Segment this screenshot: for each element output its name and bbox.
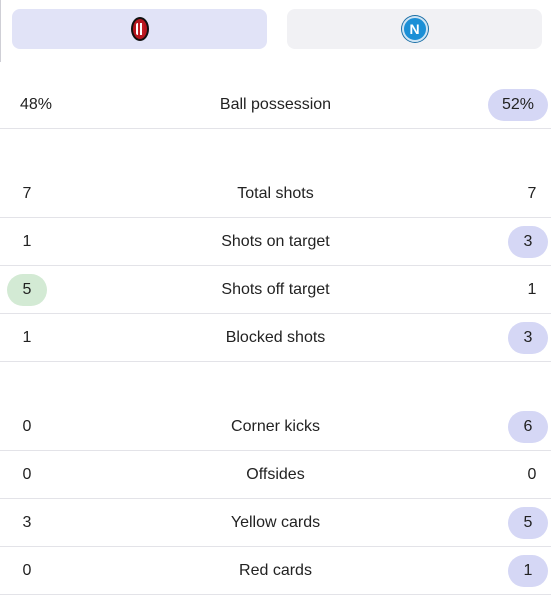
home-value: 7 bbox=[22, 184, 32, 202]
section-spacer bbox=[0, 129, 551, 170]
home-value-wrap: 5 bbox=[7, 273, 47, 306]
stat-label: Corner kicks bbox=[231, 417, 320, 435]
stat-row-red-cards: 0 Red cards 1 bbox=[0, 547, 551, 595]
stats-table: 48% Ball possession 52% 7 Total shots 7 … bbox=[0, 81, 551, 595]
napoli-crest-icon: N bbox=[401, 16, 428, 42]
stat-row-yellow-cards: 3 Yellow cards 5 bbox=[0, 499, 551, 547]
away-value-wrap: 52% bbox=[488, 88, 548, 121]
away-value: 1 bbox=[527, 280, 537, 298]
away-value-highlight: 3 bbox=[508, 225, 548, 258]
stat-row-ball-possession: 48% Ball possession 52% bbox=[0, 81, 551, 129]
stat-label: Shots off target bbox=[221, 280, 330, 298]
away-value-wrap: 6 bbox=[508, 410, 548, 443]
left-edge-divider bbox=[0, 0, 1, 62]
ac-milan-crest-icon bbox=[130, 17, 149, 41]
away-value-highlight: 3 bbox=[508, 321, 548, 354]
away-value-highlight: 5 bbox=[508, 506, 548, 539]
team-tabs: N bbox=[12, 9, 542, 49]
home-value: 0 bbox=[22, 465, 32, 483]
stat-row-shots-off-target: 5 Shots off target 1 bbox=[0, 266, 551, 314]
away-value-wrap: 1 bbox=[508, 554, 548, 587]
stat-row-total-shots: 7 Total shots 7 bbox=[0, 170, 551, 218]
stat-row-shots-on-target: 1 Shots on target 3 bbox=[0, 218, 551, 266]
tab-away-team[interactable]: N bbox=[287, 9, 542, 49]
stat-row-corner-kicks: 0 Corner kicks 6 bbox=[0, 403, 551, 451]
home-value-highlight: 5 bbox=[7, 273, 47, 306]
home-value: 1 bbox=[22, 328, 32, 346]
away-value: 7 bbox=[527, 184, 537, 202]
stat-label: Offsides bbox=[246, 465, 305, 483]
stat-label: Ball possession bbox=[219, 95, 332, 113]
away-value-wrap: 3 bbox=[508, 225, 548, 258]
home-value: 0 bbox=[22, 417, 32, 435]
stat-label: Total shots bbox=[237, 184, 314, 202]
home-value: 48% bbox=[20, 95, 53, 113]
away-value-highlight: 6 bbox=[508, 410, 548, 443]
away-value-highlight: 1 bbox=[508, 554, 548, 587]
home-value: 3 bbox=[22, 513, 32, 531]
away-value: 0 bbox=[527, 465, 537, 483]
stat-label: Shots on target bbox=[221, 232, 330, 250]
section-spacer bbox=[0, 362, 551, 403]
home-value: 1 bbox=[22, 232, 32, 250]
stat-label: Blocked shots bbox=[225, 328, 326, 346]
home-value: 0 bbox=[22, 561, 32, 579]
away-value-wrap: 5 bbox=[508, 506, 548, 539]
stat-row-blocked-shots: 1 Blocked shots 3 bbox=[0, 314, 551, 362]
stat-row-offsides: 0 Offsides 0 bbox=[0, 451, 551, 499]
away-value-wrap: 3 bbox=[508, 321, 548, 354]
stat-label: Red cards bbox=[239, 561, 312, 579]
tab-home-team[interactable] bbox=[12, 9, 267, 49]
stat-label: Yellow cards bbox=[230, 513, 321, 531]
away-value-highlight: 52% bbox=[488, 88, 548, 121]
